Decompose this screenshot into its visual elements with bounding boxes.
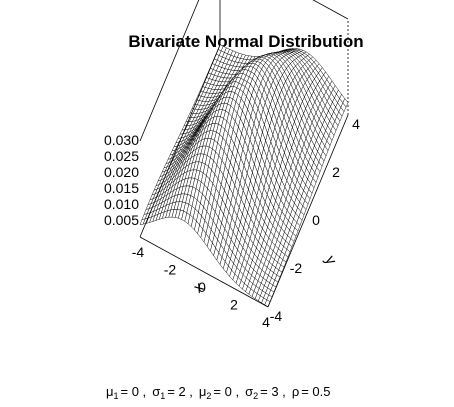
mu1-subscript: 1 bbox=[114, 391, 119, 401]
mu1-value: = 0 , bbox=[121, 384, 147, 399]
y-tick-label: 2 bbox=[332, 164, 340, 180]
box-edge-right-base bbox=[267, 114, 349, 308]
y-tick-label: -4 bbox=[270, 308, 283, 324]
mu1-symbol: μ bbox=[106, 384, 114, 399]
y-axis-ticks: -4 -2 0 2 4 bbox=[270, 116, 360, 324]
box-edge-left-base bbox=[139, 44, 221, 238]
rho-value: = 0.5 bbox=[301, 384, 330, 399]
mu2-subscript: 2 bbox=[206, 391, 211, 401]
front-box-lines bbox=[139, 44, 349, 308]
x-tick-label: 2 bbox=[230, 297, 238, 313]
parameter-subtitle: μ1 = 0 , σ1 = 2 , μ2 = 0 , σ2 = 3 , ρ = 0.5 bbox=[106, 384, 331, 401]
rho-symbol: ρ bbox=[292, 384, 299, 399]
x-tick-label: -4 bbox=[132, 244, 145, 260]
z-tick-label: 0.015 bbox=[104, 180, 139, 196]
x-tick-label: -2 bbox=[164, 262, 177, 278]
y-tick-label: 0 bbox=[312, 212, 320, 228]
z-tick-label: 0.020 bbox=[104, 164, 139, 180]
x-axis-ticks: -4 -2 0 2 4 bbox=[132, 244, 270, 330]
z-tick-label: 0.005 bbox=[104, 212, 139, 228]
mu2-value: = 0 , bbox=[213, 384, 239, 399]
z-tick-label: 0.010 bbox=[104, 196, 139, 212]
box-edge-front-base bbox=[139, 236, 269, 308]
back-box-lines bbox=[139, 0, 349, 142]
z-tick-label: 0.025 bbox=[104, 148, 139, 164]
chart-title: Bivariate Normal Distribution bbox=[128, 32, 363, 51]
box-edge-back-top bbox=[312, 0, 349, 20]
sigma2-value: = 3 , bbox=[260, 384, 286, 399]
surface-mesh bbox=[139, 44, 349, 307]
sigma1-subscript: 1 bbox=[160, 391, 165, 401]
box-edge-left-top bbox=[139, 0, 200, 142]
sigma1-symbol: σ bbox=[152, 384, 160, 399]
y-tick-label: -2 bbox=[290, 260, 303, 276]
mu2-symbol: μ bbox=[199, 384, 207, 399]
x-tick-label: 0 bbox=[198, 279, 206, 295]
sigma1-value: = 2 , bbox=[167, 384, 193, 399]
y-axis-label: y bbox=[321, 253, 340, 268]
sigma2-subscript: 2 bbox=[253, 391, 258, 401]
sigma2-symbol: σ bbox=[245, 384, 253, 399]
z-tick-label: 0.030 bbox=[104, 132, 139, 148]
x-tick-label: 4 bbox=[262, 314, 270, 330]
y-tick-label: 4 bbox=[352, 116, 360, 132]
